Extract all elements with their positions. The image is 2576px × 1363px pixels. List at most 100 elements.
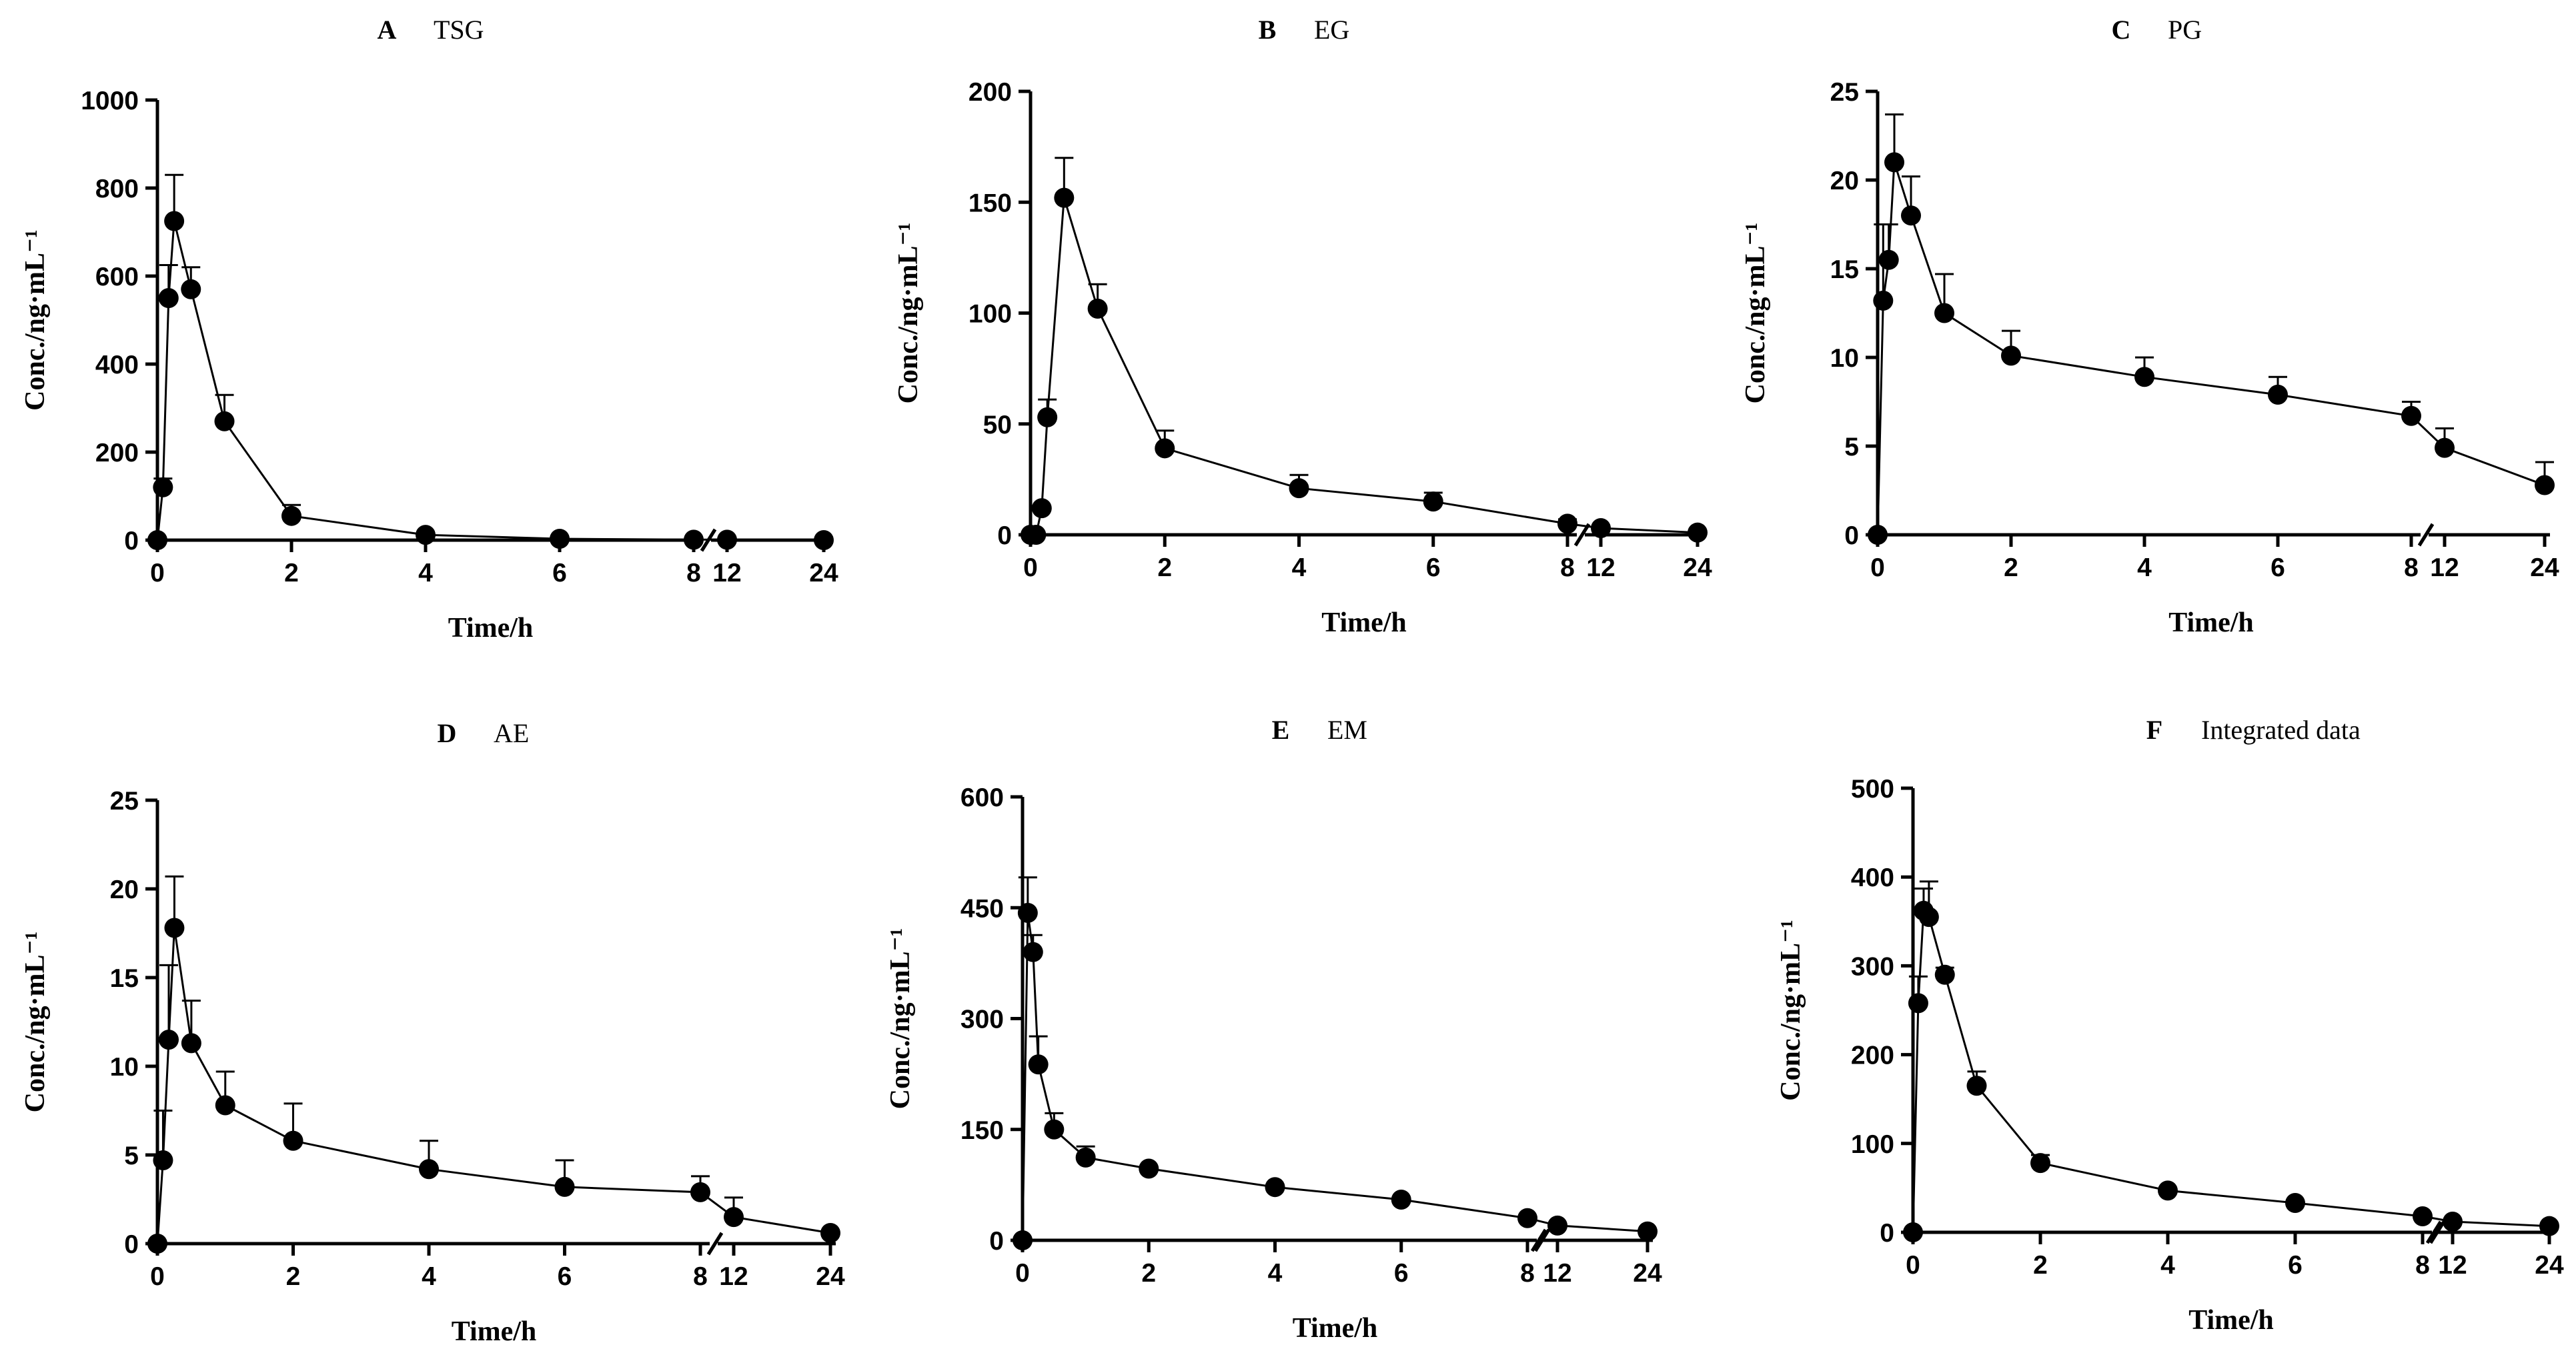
series-line bbox=[156, 221, 824, 541]
data-point bbox=[215, 1095, 235, 1116]
x-tick-label: 24 bbox=[1633, 1259, 1662, 1288]
x-tick-label: 24 bbox=[2535, 1251, 2564, 1280]
y-tick-label: 1000 bbox=[81, 87, 139, 115]
data-point bbox=[717, 529, 737, 550]
x-tick-label: 2 bbox=[284, 559, 299, 587]
y-tick-label: 10 bbox=[1830, 344, 1859, 373]
x-tick-label: 8 bbox=[2404, 553, 2419, 582]
x-tick-label: 2 bbox=[1157, 553, 1172, 582]
panel-title: TSG bbox=[434, 15, 484, 45]
data-point bbox=[1591, 518, 1611, 539]
data-point bbox=[153, 477, 173, 497]
y-tick-label: 0 bbox=[989, 1227, 1004, 1256]
data-point bbox=[1075, 1147, 1096, 1168]
x-tick-label: 12 bbox=[1543, 1259, 1571, 1288]
x-tick-label: 24 bbox=[809, 559, 838, 587]
y-tick-label: 600 bbox=[95, 263, 139, 291]
y-tick-label: 20 bbox=[110, 876, 139, 904]
x-axis-title: Time/h bbox=[1293, 1313, 1378, 1344]
data-point bbox=[554, 1176, 575, 1197]
x-tick-label: 0 bbox=[1015, 1259, 1030, 1288]
x-tick-label: 6 bbox=[2288, 1251, 2303, 1280]
y-tick-label: 0 bbox=[124, 527, 139, 555]
x-tick-label: 4 bbox=[422, 1262, 436, 1291]
x-tick-label: 12 bbox=[719, 1262, 748, 1291]
y-tick-label: 500 bbox=[1851, 775, 1894, 804]
x-tick-label: 12 bbox=[2430, 553, 2459, 582]
x-tick-label: 6 bbox=[552, 559, 567, 587]
data-point bbox=[1934, 964, 1955, 985]
data-point bbox=[814, 530, 834, 550]
data-point bbox=[1547, 1215, 1567, 1236]
series-line bbox=[156, 928, 831, 1244]
series-line bbox=[1912, 908, 2550, 1233]
x-tick-label: 8 bbox=[2415, 1251, 2430, 1280]
panel-title: AE bbox=[494, 718, 529, 748]
x-tick-label: 4 bbox=[1268, 1259, 1283, 1288]
y-tick-label: 200 bbox=[95, 439, 139, 467]
panel-label: F bbox=[2146, 715, 2162, 745]
data-point bbox=[1013, 1230, 1033, 1250]
data-point bbox=[1557, 513, 1577, 534]
data-point bbox=[416, 525, 436, 545]
panel-label: A bbox=[378, 15, 397, 45]
x-tick-label: 0 bbox=[1023, 553, 1038, 582]
data-point bbox=[1901, 205, 1921, 226]
data-point bbox=[690, 1182, 710, 1202]
y-tick-label: 0 bbox=[997, 521, 1012, 550]
data-point bbox=[214, 411, 235, 431]
x-tick-label: 4 bbox=[2137, 553, 2152, 582]
y-tick-label: 20 bbox=[1830, 167, 1859, 195]
data-point bbox=[147, 1234, 167, 1254]
axis-break-mark bbox=[1573, 523, 1591, 547]
data-point bbox=[1139, 1158, 1159, 1179]
axis-break-mark bbox=[1530, 1228, 1547, 1252]
data-point bbox=[1908, 993, 1928, 1014]
x-tick-label: 6 bbox=[1394, 1259, 1409, 1288]
y-tick-label: 10 bbox=[110, 1053, 139, 1082]
data-point bbox=[1265, 1177, 1285, 1198]
y-axis-title: Conc./ng·mL⁻¹ bbox=[1776, 920, 1806, 1101]
x-tick-label: 8 bbox=[1560, 553, 1575, 582]
y-tick-label: 200 bbox=[969, 78, 1012, 107]
panel-title: EM bbox=[1327, 715, 1367, 745]
y-tick-label: 0 bbox=[1844, 521, 1859, 550]
data-point bbox=[147, 530, 167, 550]
axis-break-mark bbox=[2429, 1220, 2446, 1244]
x-tick-label: 0 bbox=[150, 1262, 165, 1291]
x-tick-label: 12 bbox=[2438, 1251, 2467, 1280]
axis-break-mark bbox=[706, 1232, 724, 1256]
y-tick-label: 800 bbox=[95, 175, 139, 203]
y-axis-title: Conc./ng·mL⁻¹ bbox=[885, 928, 916, 1110]
data-point bbox=[281, 505, 301, 526]
panel-label: B bbox=[1259, 15, 1277, 45]
data-point bbox=[550, 529, 570, 549]
x-axis-title: Time/h bbox=[448, 613, 534, 643]
data-point bbox=[1155, 438, 1175, 459]
x-tick-label: 2 bbox=[286, 1262, 301, 1291]
y-tick-label: 400 bbox=[95, 351, 139, 379]
y-tick-label: 100 bbox=[969, 300, 1012, 329]
x-tick-label: 6 bbox=[2271, 553, 2285, 582]
data-point bbox=[1873, 290, 1894, 311]
y-tick-label: 15 bbox=[1830, 255, 1859, 284]
y-tick-label: 150 bbox=[969, 189, 1012, 217]
axis-break-mark bbox=[1533, 1228, 1551, 1252]
panel-title: Integrated data bbox=[2201, 715, 2361, 745]
data-point bbox=[164, 211, 185, 231]
x-tick-label: 2 bbox=[2033, 1251, 2048, 1280]
axis-break-mark bbox=[2425, 1220, 2443, 1244]
panel-label: C bbox=[2112, 15, 2131, 45]
data-point bbox=[1044, 1119, 1065, 1140]
panel-title: EG bbox=[1314, 15, 1349, 45]
y-tick-label: 15 bbox=[110, 964, 139, 993]
x-tick-label: 12 bbox=[712, 559, 741, 587]
y-tick-label: 100 bbox=[1851, 1130, 1894, 1159]
y-axis-title: Conc./ng·mL⁻¹ bbox=[893, 223, 924, 404]
data-point bbox=[2158, 1180, 2178, 1201]
x-axis-title: Time/h bbox=[452, 1316, 537, 1347]
